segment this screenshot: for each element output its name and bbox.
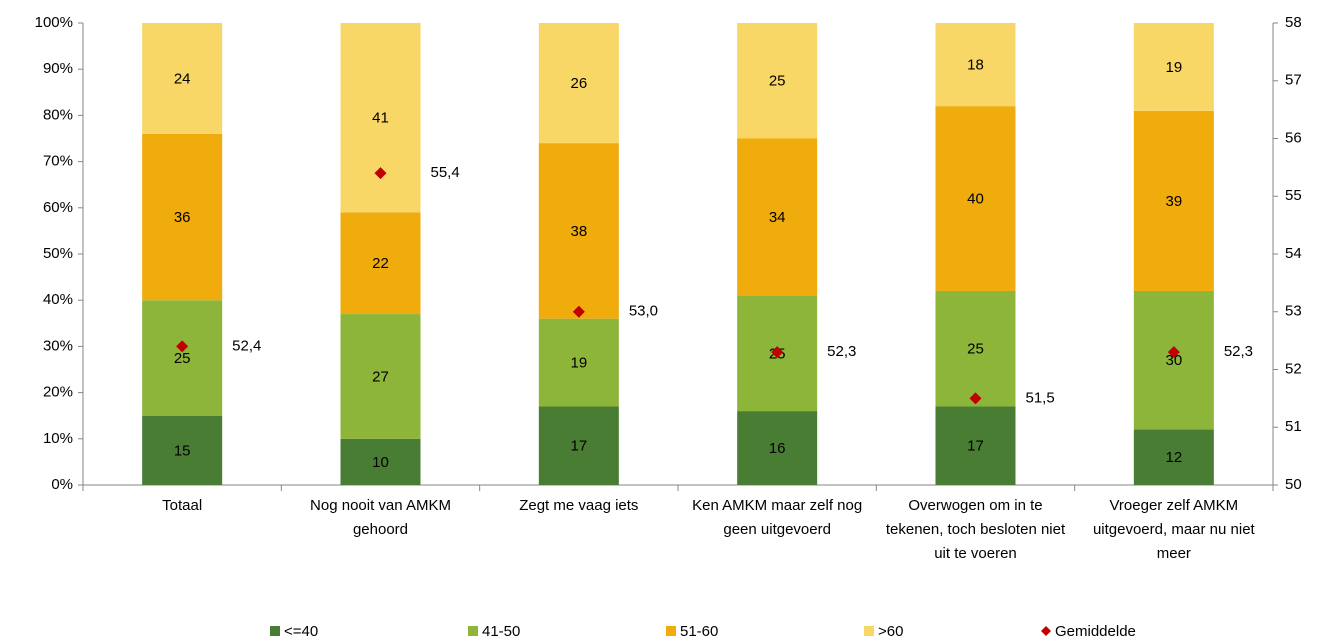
y-tick-label: 90% [43,60,73,77]
x-tick-label: Ken AMKM maar zelf nog geen uitgevoerd [692,497,863,538]
bar-segment [538,23,619,144]
legend-swatch [468,626,478,636]
mean-marker [176,340,189,353]
mean-label: 52,3 [827,343,856,360]
bar-segment [538,406,619,485]
x-tick-label: Overwogen om in te tekenen, toch beslote… [885,497,1066,562]
data-label: 17 [570,438,587,455]
y2-tick-label: 53 [1285,303,1302,320]
bar-segment [1133,290,1214,430]
y2-tick-label: 56 [1285,129,1302,146]
y-tick-label: 60% [43,199,73,216]
mean-marker [771,346,784,359]
data-label: 34 [769,209,786,226]
bar-segment [935,406,1016,485]
data-label: 10 [372,454,389,471]
legend-swatch [666,626,676,636]
y2-tick-label: 52 [1285,360,1302,377]
data-label: 25 [769,73,786,90]
bar-segment [737,411,818,485]
bar-segment [142,133,223,301]
y-tick-label: 70% [43,153,73,170]
bar-segment [737,138,818,296]
bar-segment [340,23,421,213]
bar-segment [935,23,1016,107]
bar-segment [1133,23,1214,111]
y2-tick-label: 58 [1285,14,1302,31]
y2-tick-label: 54 [1285,245,1302,262]
x-tick-label: Vroeger zelf AMKM uitgevoerd, maar nu ni… [1092,497,1255,562]
y2-tick-label: 51 [1285,418,1302,435]
mean-marker [969,392,982,405]
data-label: 25 [967,341,984,358]
bar-segment [340,438,421,485]
data-label: 15 [174,442,191,459]
data-label: 12 [1165,449,1182,466]
data-label: 18 [967,57,984,74]
bar-segment [737,23,818,139]
data-label: 40 [967,191,984,208]
mean-marker [374,167,387,180]
y-tick-label: 80% [43,106,73,123]
data-label: 36 [174,209,191,226]
x-tick-label: Nog nooit van AMKM gehoord [310,497,451,538]
x-tick-label: Totaal [162,497,203,514]
bar-segment [538,143,619,319]
bar-segment [935,290,1016,407]
mean-label: 53,0 [629,303,658,320]
mean-label: 51,5 [1026,389,1055,406]
legend-label: >60 [878,623,903,640]
bar-segment [935,106,1016,291]
y-tick-label: 40% [43,291,73,308]
y-tick-label: 10% [43,430,73,447]
data-label: 24 [174,70,191,87]
data-label: 16 [769,440,786,457]
legend-swatch [1041,626,1051,636]
bar-segment [1133,110,1214,291]
legend-swatch [270,626,280,636]
legend-label: <=40 [284,623,318,640]
legend-label: Gemiddelde [1055,623,1136,640]
data-label: 19 [1165,59,1182,76]
mean-label: 52,3 [1224,343,1253,360]
y2-tick-label: 50 [1285,476,1302,493]
data-label: 39 [1165,193,1182,210]
data-label: 25 [174,350,191,367]
y-tick-label: 0% [51,476,73,493]
data-label: 27 [372,368,389,385]
data-label: 41 [372,110,389,127]
bar-segment [340,212,421,315]
mean-marker [572,305,585,318]
bar-segment [340,314,421,439]
mean-label: 52,4 [232,337,261,354]
bar-segment [1133,429,1214,485]
bar-segment [142,415,223,485]
y-tick-label: 50% [43,245,73,262]
legend-label: 51-60 [680,623,718,640]
data-label: 26 [570,75,587,92]
y-tick-label: 30% [43,337,73,354]
data-label: 17 [967,438,984,455]
legend-label: 41-50 [482,623,520,640]
mean-label: 55,4 [431,164,460,181]
bar-segment [142,300,223,416]
data-label: 38 [570,223,587,240]
x-tick-label: Zegt me vaag iets [519,497,639,514]
y2-tick-label: 55 [1285,187,1302,204]
data-label: 30 [1165,352,1182,369]
data-label: 22 [372,255,389,272]
bar-segment [142,23,223,134]
y-tick-label: 100% [35,14,73,31]
mean-marker [1167,346,1180,359]
data-label: 19 [570,355,587,372]
y-tick-label: 20% [43,384,73,401]
bar-segment [538,318,619,407]
y2-tick-label: 57 [1285,72,1302,89]
legend-swatch [864,626,874,636]
